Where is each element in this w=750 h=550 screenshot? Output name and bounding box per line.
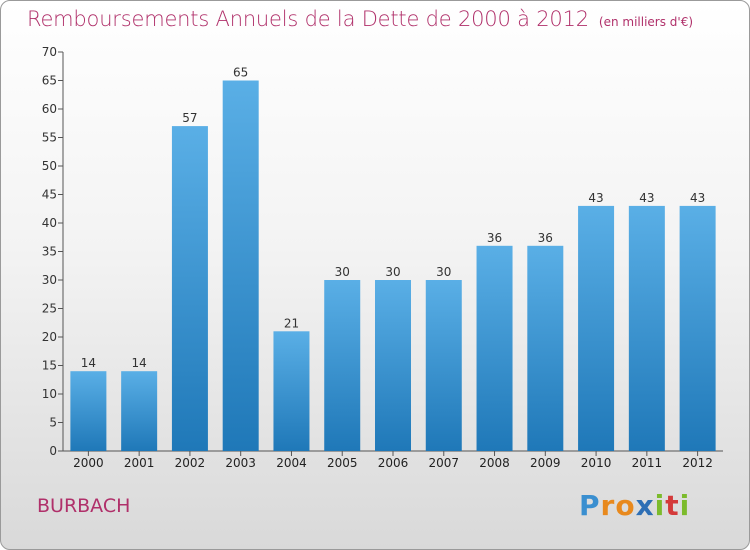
data-label: 14 bbox=[132, 356, 147, 370]
bar bbox=[70, 371, 107, 451]
bar bbox=[121, 371, 158, 451]
logo-letter: P bbox=[579, 489, 601, 522]
y-tick-label: 10 bbox=[42, 387, 57, 401]
x-tick-label: 2008 bbox=[479, 456, 510, 470]
data-label: 65 bbox=[233, 66, 248, 80]
x-tick-label: 2006 bbox=[378, 456, 409, 470]
y-tick-label: 45 bbox=[42, 188, 57, 202]
y-tick-label: 60 bbox=[42, 102, 57, 116]
x-tick-label: 2004 bbox=[276, 456, 307, 470]
data-label: 21 bbox=[284, 316, 299, 330]
logo-letter: x bbox=[635, 489, 655, 522]
bar bbox=[425, 280, 462, 451]
data-label: 43 bbox=[639, 191, 654, 205]
logo-letter: i bbox=[654, 489, 666, 522]
y-tick-label: 5 bbox=[49, 416, 57, 430]
x-tick-label: 2005 bbox=[327, 456, 358, 470]
chart-unit: (en milliers d'€) bbox=[598, 15, 694, 29]
y-tick-label: 50 bbox=[42, 159, 57, 173]
logo-letter: i bbox=[679, 489, 691, 522]
y-tick-label: 70 bbox=[42, 45, 57, 59]
data-label: 30 bbox=[385, 265, 400, 279]
data-label: 14 bbox=[81, 356, 96, 370]
logo-letter: r bbox=[600, 489, 616, 522]
y-tick-label: 0 bbox=[49, 444, 57, 458]
x-tick-label: 2007 bbox=[428, 456, 459, 470]
y-tick-label: 40 bbox=[42, 216, 57, 230]
y-tick-label: 35 bbox=[42, 245, 57, 259]
y-tick-label: 65 bbox=[42, 74, 57, 88]
proxiti-logo: Proxiti bbox=[579, 489, 690, 522]
chart-title: Remboursements Annuels de la Dette de 20… bbox=[27, 7, 589, 31]
data-label: 30 bbox=[436, 265, 451, 279]
x-tick-label: 2003 bbox=[225, 456, 256, 470]
x-tick-label: 2009 bbox=[530, 456, 561, 470]
chart-title-group: Remboursements Annuels de la Dette de 20… bbox=[27, 7, 693, 31]
bar bbox=[628, 205, 665, 451]
logo-letter: o bbox=[615, 489, 636, 522]
x-tick-label: 2002 bbox=[175, 456, 206, 470]
y-tick-label: 30 bbox=[42, 273, 57, 287]
data-label: 43 bbox=[690, 191, 705, 205]
y-tick-label: 55 bbox=[42, 131, 57, 145]
bar bbox=[222, 80, 259, 451]
data-label: 57 bbox=[182, 111, 197, 125]
y-tick-label: 25 bbox=[42, 302, 57, 316]
x-tick-label: 2001 bbox=[124, 456, 155, 470]
y-tick-label: 20 bbox=[42, 330, 57, 344]
bar bbox=[375, 280, 411, 451]
data-label: 43 bbox=[588, 191, 603, 205]
x-tick-label: 2011 bbox=[632, 456, 663, 470]
bar bbox=[273, 331, 310, 451]
bar bbox=[476, 245, 513, 451]
bar bbox=[171, 126, 208, 451]
bar bbox=[679, 205, 716, 451]
data-label: 36 bbox=[487, 231, 502, 245]
logo-letter: t bbox=[665, 489, 680, 522]
x-tick-label: 2012 bbox=[682, 456, 713, 470]
data-label: 30 bbox=[335, 265, 350, 279]
data-label: 36 bbox=[538, 231, 553, 245]
y-tick-label: 15 bbox=[42, 359, 57, 373]
city-name: BURBACH bbox=[37, 495, 131, 517]
x-tick-label: 2010 bbox=[581, 456, 612, 470]
bar bbox=[324, 280, 361, 451]
bar bbox=[527, 245, 564, 451]
bar bbox=[578, 205, 615, 451]
x-tick-label: 2000 bbox=[73, 456, 104, 470]
